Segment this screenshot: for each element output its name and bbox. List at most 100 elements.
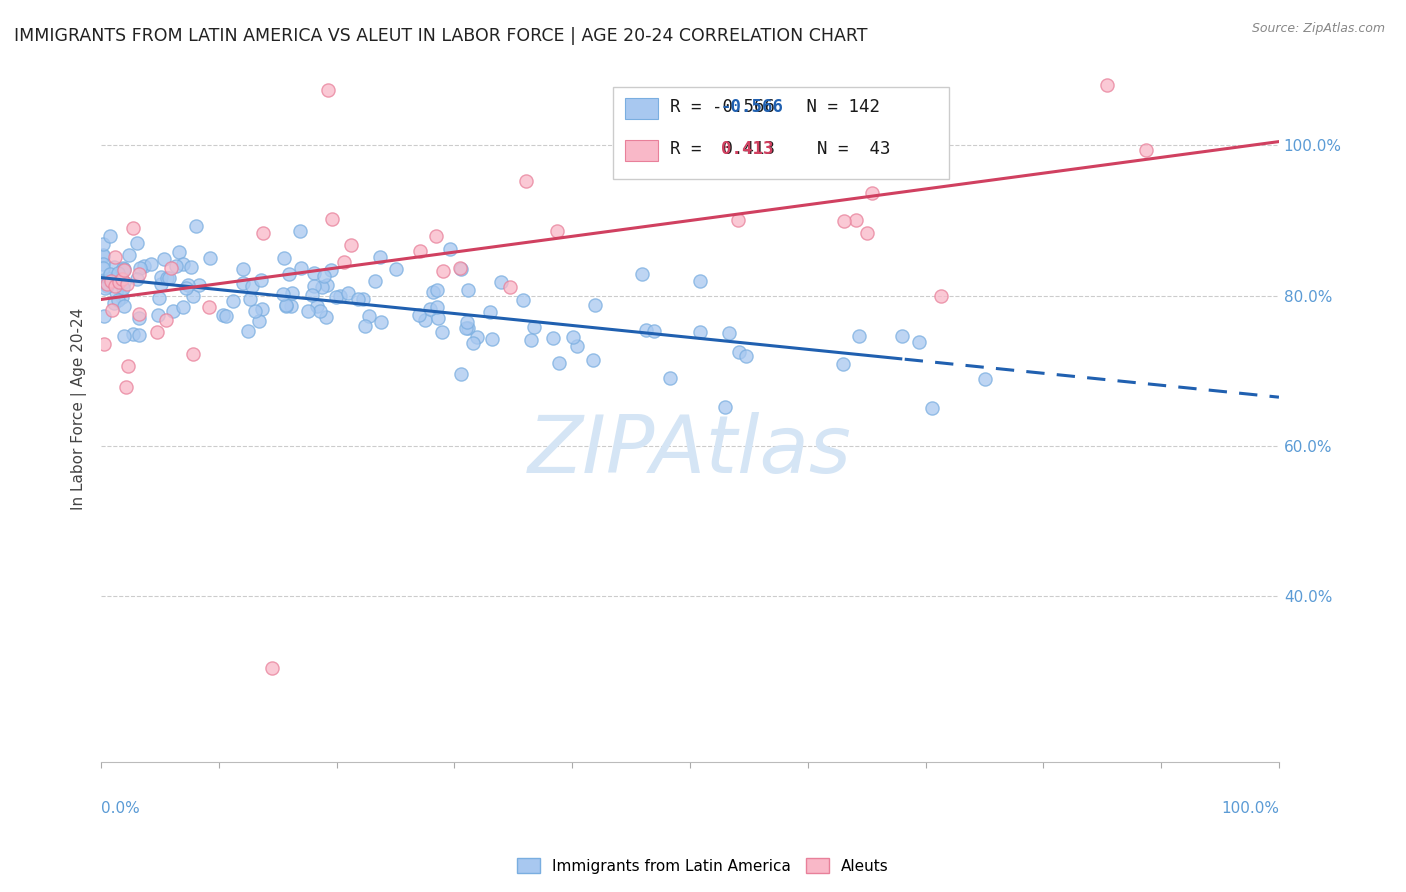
- Point: [548, 356, 571, 370]
- Point: [121, 326, 143, 341]
- Point: [112, 275, 135, 289]
- Point: [93, 337, 115, 351]
- FancyBboxPatch shape: [613, 87, 949, 178]
- Point: [409, 244, 432, 259]
- Point: [93, 257, 115, 271]
- Point: [239, 292, 262, 306]
- Point: [832, 357, 855, 371]
- Point: [93, 261, 115, 276]
- Text: IMMIGRANTS FROM LATIN AMERICA VS ALEUT IN LABOR FORCE | AGE 20-24 CORRELATION CH: IMMIGRANTS FROM LATIN AMERICA VS ALEUT I…: [14, 27, 868, 45]
- Point: [271, 286, 294, 301]
- Point: [172, 300, 194, 314]
- Point: [240, 279, 263, 293]
- Y-axis label: In Labor Force | Age 20-24: In Labor Force | Age 20-24: [72, 308, 87, 509]
- Point: [180, 260, 202, 274]
- Point: [162, 304, 184, 318]
- Point: [426, 283, 449, 297]
- Point: [107, 293, 129, 307]
- Text: R =  0.413    N =  43: R = 0.413 N = 43: [671, 140, 890, 158]
- Point: [96, 270, 118, 285]
- Point: [659, 371, 682, 385]
- Point: [111, 290, 134, 304]
- Point: [856, 226, 879, 240]
- Point: [112, 263, 135, 277]
- Point: [413, 313, 436, 327]
- Point: [128, 307, 150, 321]
- Point: [430, 325, 453, 339]
- Point: [104, 285, 127, 299]
- Point: [643, 324, 665, 338]
- Point: [104, 279, 127, 293]
- Point: [426, 300, 449, 314]
- Point: [512, 293, 534, 308]
- Point: [107, 275, 129, 289]
- Point: [689, 325, 711, 339]
- Point: [546, 224, 568, 238]
- Point: [215, 309, 238, 323]
- Point: [112, 262, 135, 277]
- Point: [93, 249, 115, 263]
- Point: [222, 294, 245, 309]
- Point: [122, 220, 145, 235]
- Point: [478, 305, 501, 319]
- Point: [98, 228, 121, 243]
- Text: R = -0.566   N = 142: R = -0.566 N = 142: [671, 98, 880, 116]
- Point: [134, 259, 156, 273]
- Point: [165, 260, 187, 274]
- Point: [307, 299, 329, 313]
- Point: [523, 320, 546, 334]
- Point: [735, 350, 758, 364]
- Point: [160, 260, 183, 275]
- Point: [354, 318, 377, 333]
- Point: [368, 250, 391, 264]
- Point: [457, 283, 479, 297]
- Point: [155, 313, 177, 327]
- Point: [408, 308, 430, 322]
- Point: [128, 328, 150, 343]
- FancyBboxPatch shape: [626, 140, 658, 161]
- Point: [426, 310, 449, 325]
- Point: [96, 278, 118, 293]
- Point: [198, 301, 221, 315]
- Point: [101, 303, 124, 318]
- Point: [93, 248, 115, 262]
- Point: [98, 268, 121, 282]
- Point: [243, 303, 266, 318]
- Point: [186, 219, 208, 234]
- Point: [128, 267, 150, 281]
- Point: [332, 254, 354, 268]
- Point: [146, 308, 169, 322]
- Text: -0.566: -0.566: [721, 98, 783, 116]
- Point: [921, 401, 943, 415]
- Point: [153, 252, 176, 267]
- Point: [562, 329, 585, 343]
- Text: 0.413: 0.413: [721, 140, 773, 158]
- Point: [278, 267, 301, 281]
- Point: [631, 267, 654, 281]
- Point: [252, 301, 274, 316]
- Point: [316, 83, 339, 97]
- Point: [302, 266, 325, 280]
- Point: [274, 298, 297, 312]
- Point: [181, 347, 204, 361]
- Point: [845, 212, 868, 227]
- Text: Source: ZipAtlas.com: Source: ZipAtlas.com: [1251, 22, 1385, 36]
- Point: [181, 288, 204, 302]
- Point: [340, 238, 363, 252]
- Point: [100, 274, 122, 288]
- Point: [281, 285, 304, 300]
- Point: [718, 326, 741, 340]
- Point: [321, 211, 343, 226]
- Point: [174, 281, 197, 295]
- Point: [93, 309, 115, 323]
- Point: [728, 345, 751, 359]
- Point: [449, 260, 471, 275]
- Point: [129, 260, 152, 275]
- FancyBboxPatch shape: [626, 97, 658, 119]
- Point: [280, 299, 302, 313]
- Point: [107, 266, 129, 280]
- Point: [929, 289, 952, 303]
- Text: ZIPAtlas: ZIPAtlas: [529, 412, 852, 490]
- Point: [439, 243, 461, 257]
- Point: [273, 251, 295, 265]
